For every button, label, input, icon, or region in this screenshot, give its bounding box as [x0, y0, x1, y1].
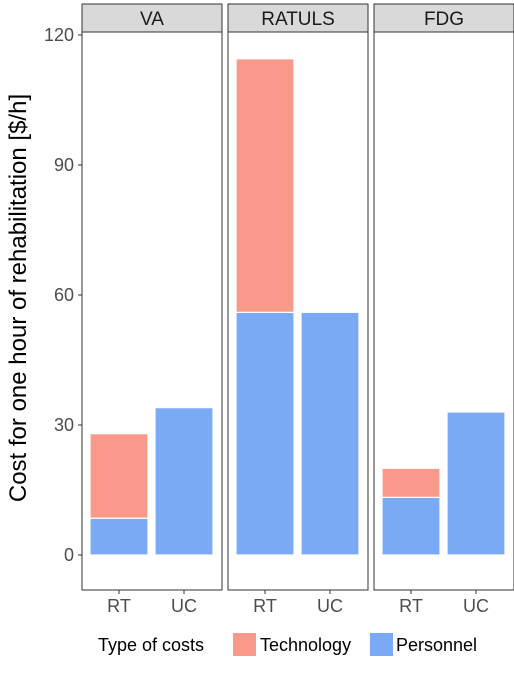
- facet-strip-label: FDG: [424, 9, 464, 30]
- y-tick-label: 0: [64, 545, 74, 565]
- y-axis: 0 30 60 90 120: [44, 25, 82, 565]
- x-tick-label: UC: [463, 596, 489, 616]
- bar-ratuls-rt-personnel: [235, 311, 295, 556]
- x-tick-label: RT: [399, 596, 423, 616]
- legend-label-technology: Technology: [260, 635, 351, 655]
- facet-strip-label: VA: [140, 9, 164, 30]
- panel-fdg: FDG RT UC: [373, 3, 514, 616]
- bar-va-uc-personnel: [154, 407, 214, 556]
- bar-fdg-rt-personnel: [381, 496, 441, 556]
- panel-frame: [227, 31, 369, 591]
- legend-title: Type of costs: [98, 635, 204, 655]
- x-tick-label: UC: [171, 596, 197, 616]
- bar-ratuls-rt-technology: [235, 58, 295, 313]
- x-tick-label: RT: [253, 596, 277, 616]
- panel-frame: [373, 31, 514, 591]
- legend-key-technology: [233, 633, 256, 656]
- panel-frame: [81, 31, 223, 591]
- panel-va: VA RT UC: [81, 3, 223, 616]
- bar-ratuls-uc-personnel: [300, 311, 360, 556]
- y-tick-label: 30: [54, 415, 74, 435]
- bar-va-rt-personnel: [89, 517, 149, 556]
- legend-label-personnel: Personnel: [396, 635, 477, 655]
- x-tick-label: UC: [317, 596, 343, 616]
- y-tick-label: 90: [54, 155, 74, 175]
- facet-strip: [81, 3, 223, 33]
- legend-key-personnel: [370, 633, 393, 656]
- x-tick-label: RT: [107, 596, 131, 616]
- bar-fdg-rt-technology: [381, 467, 441, 498]
- y-axis-title: Cost for one hour of rehabilitation [$/h…: [5, 94, 32, 502]
- facet-strip-label: RATULS: [261, 9, 335, 30]
- panel-ratuls: RATULS RT UC: [227, 3, 369, 616]
- facet-panels: VA RT UC RATULS RT UC FDG RT UC: [81, 3, 514, 616]
- legend: Type of costs Technology Personnel: [98, 633, 477, 656]
- facet-strip: [227, 3, 369, 33]
- y-tick-label: 120: [44, 25, 74, 45]
- y-tick-label: 60: [54, 285, 74, 305]
- bar-fdg-uc-personnel: [446, 411, 506, 556]
- bar-va-rt-technology: [89, 433, 149, 519]
